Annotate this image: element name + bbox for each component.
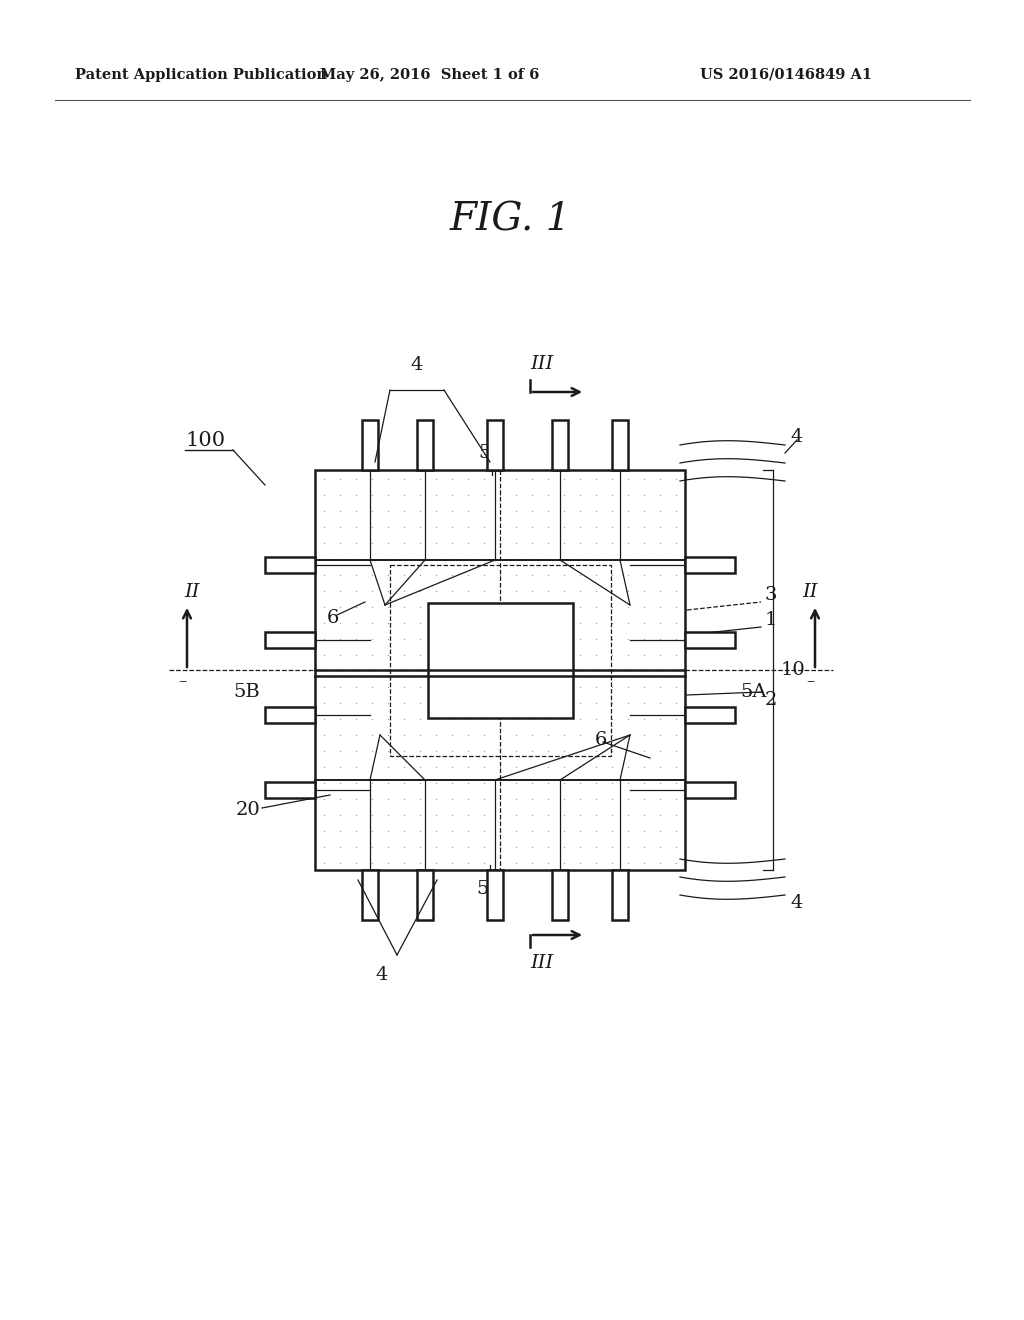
Text: 4: 4: [790, 894, 803, 912]
Bar: [612, 420, 628, 470]
Text: II: II: [184, 583, 200, 601]
Bar: [315, 470, 685, 870]
Text: 6: 6: [327, 609, 339, 627]
Bar: [685, 632, 735, 648]
Bar: [362, 870, 378, 920]
Bar: [428, 603, 573, 718]
Bar: [417, 870, 433, 920]
Bar: [612, 870, 628, 920]
Bar: [265, 781, 315, 799]
Bar: [552, 420, 568, 470]
Text: 6: 6: [595, 731, 607, 748]
Text: –: –: [178, 673, 186, 690]
Text: 3: 3: [765, 586, 777, 605]
Text: 5D: 5D: [476, 880, 504, 898]
Bar: [265, 557, 315, 573]
Text: 20: 20: [236, 801, 260, 818]
Text: 1: 1: [765, 611, 777, 630]
Text: 4: 4: [790, 428, 803, 446]
Bar: [265, 632, 315, 648]
Bar: [685, 708, 735, 723]
Bar: [390, 565, 611, 756]
Bar: [685, 557, 735, 573]
Text: US 2016/0146849 A1: US 2016/0146849 A1: [700, 69, 872, 82]
Text: 10: 10: [781, 661, 806, 678]
Bar: [552, 870, 568, 920]
Text: 4: 4: [376, 966, 388, 983]
Text: 100: 100: [185, 430, 225, 450]
Bar: [685, 781, 735, 799]
Text: II: II: [802, 583, 818, 601]
Bar: [487, 420, 503, 470]
Text: Patent Application Publication: Patent Application Publication: [75, 69, 327, 82]
Text: –: –: [806, 673, 814, 690]
Text: May 26, 2016  Sheet 1 of 6: May 26, 2016 Sheet 1 of 6: [321, 69, 540, 82]
Text: 5B: 5B: [233, 682, 260, 701]
Text: III: III: [530, 954, 554, 972]
Bar: [362, 420, 378, 470]
Text: 4: 4: [411, 356, 423, 374]
Bar: [265, 708, 315, 723]
Text: 5A: 5A: [740, 682, 767, 701]
Text: FIG. 1: FIG. 1: [450, 202, 570, 239]
Text: 2: 2: [765, 690, 777, 709]
Text: 5C: 5C: [478, 444, 506, 462]
Bar: [487, 870, 503, 920]
Bar: [417, 420, 433, 470]
Text: III: III: [530, 355, 554, 374]
